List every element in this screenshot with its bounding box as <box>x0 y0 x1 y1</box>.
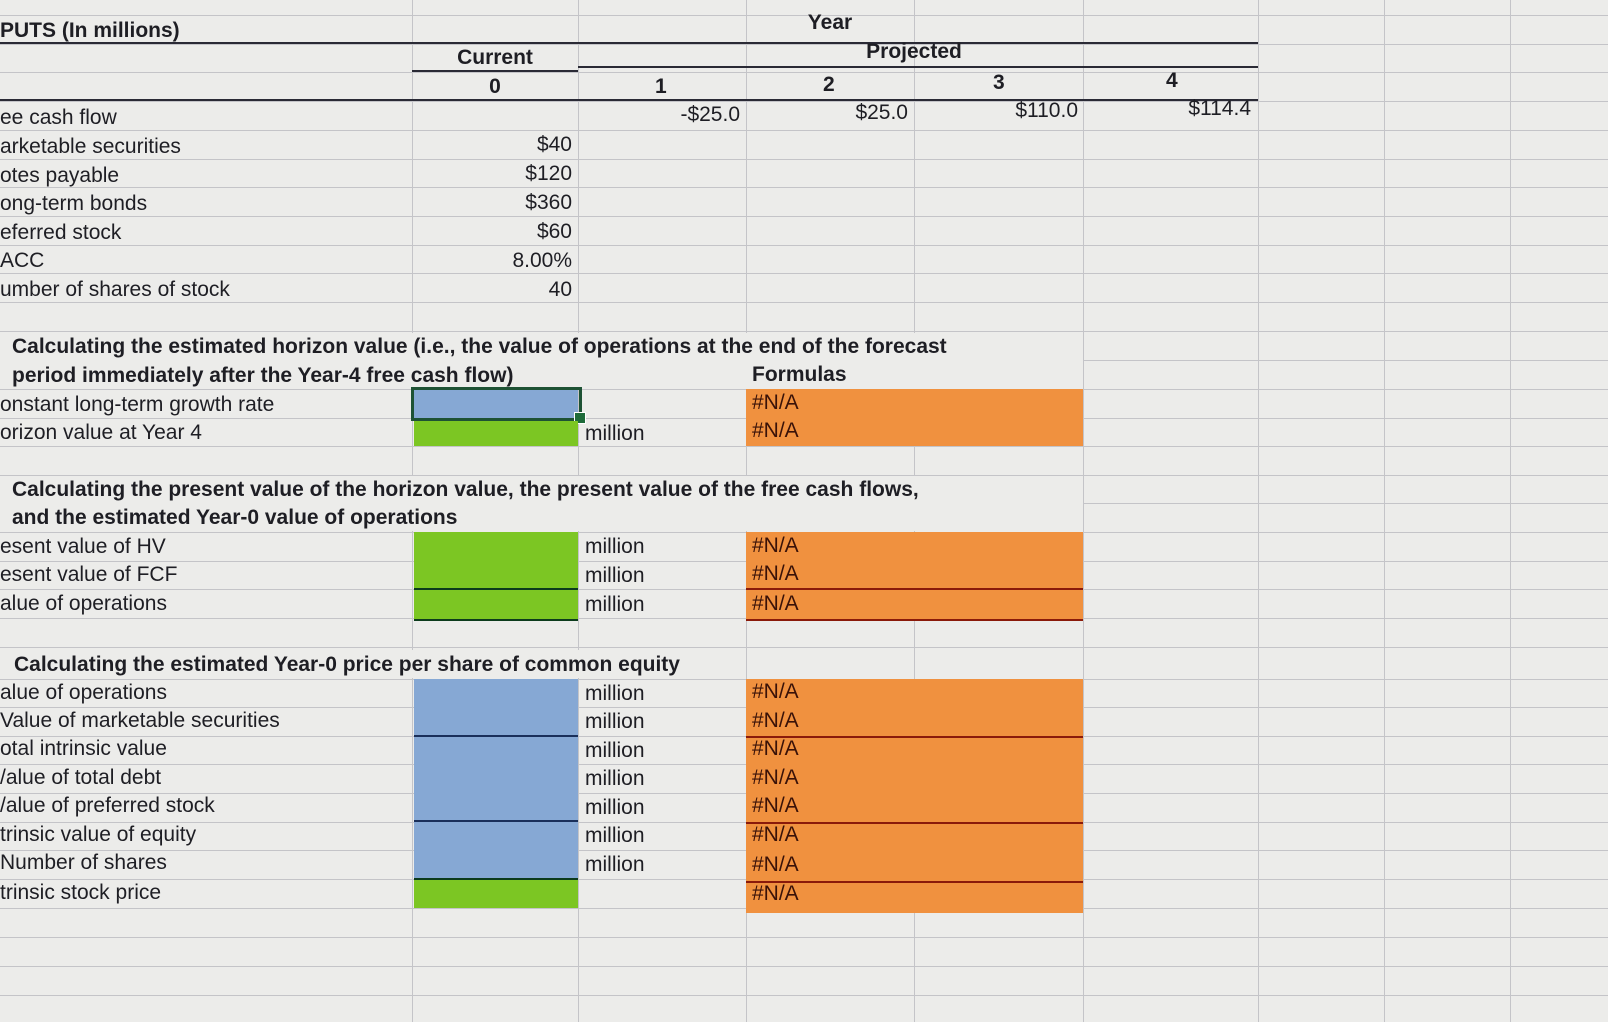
price-formula[interactable]: #N/A <box>752 823 799 846</box>
input-value[interactable]: $360 <box>525 191 572 214</box>
input-value[interactable]: $40 <box>536 133 572 156</box>
unit-label: million <box>585 853 645 876</box>
year-3: 3 <box>993 71 1005 94</box>
growth-rate-input[interactable] <box>414 390 578 418</box>
input-value[interactable]: $60 <box>536 220 572 243</box>
price-label: Number of shares <box>0 851 167 874</box>
unit-label: million <box>585 593 645 616</box>
price-label: alue of operations <box>0 681 167 704</box>
price-label: trinsic value of equity <box>0 823 197 846</box>
price-heading: Calculating the estimated Year-0 price p… <box>14 653 680 676</box>
formula-block-pv <box>746 532 1083 620</box>
current-border <box>412 70 578 72</box>
year-1: 1 <box>655 75 667 98</box>
unit-label: million <box>585 710 645 733</box>
selected-cell-outline <box>411 387 582 421</box>
horizon-heading: Calculating the estimated horizon value … <box>12 335 947 358</box>
unit-label: million <box>585 824 645 847</box>
price-label: /alue of total debt <box>0 766 162 789</box>
input-label: ong-term bonds <box>0 192 148 215</box>
year-4: 4 <box>1166 69 1178 92</box>
formula-block-price <box>746 679 1083 913</box>
price-formula[interactable]: #N/A <box>752 794 799 817</box>
pv-label: esent value of FCF <box>0 563 178 586</box>
fcf-year-1[interactable]: -$25.0 <box>680 103 740 126</box>
horizon-formula[interactable]: #N/A <box>752 419 799 442</box>
unit-label: million <box>585 535 645 558</box>
input-value[interactable]: 40 <box>548 278 572 301</box>
price-label: /alue of preferred stock <box>0 794 215 817</box>
price-formula[interactable]: #N/A <box>752 853 799 876</box>
horizon-formula[interactable]: #N/A <box>752 391 799 414</box>
price-input-block[interactable] <box>414 679 578 879</box>
projected-header: Projected <box>866 40 962 63</box>
year-header: Year <box>807 11 853 34</box>
price-label: otal intrinsic value <box>0 737 167 760</box>
horizon-label: onstant long-term growth rate <box>0 393 275 416</box>
formulas-header: Formulas <box>752 363 847 386</box>
year-2: 2 <box>823 73 835 96</box>
input-label: eferred stock <box>0 221 122 244</box>
unit-label: million <box>585 796 645 819</box>
header-border <box>0 42 1258 44</box>
price-label: trinsic stock price <box>0 881 162 904</box>
fcf-year-4[interactable]: $114.4 <box>1188 97 1251 120</box>
stock-price-output <box>414 879 578 908</box>
pv-heading: Calculating the present value of the hor… <box>12 478 919 501</box>
pv-formula[interactable]: #N/A <box>752 592 799 615</box>
price-formula[interactable]: #N/A <box>752 680 799 703</box>
pv-output-block <box>414 532 578 620</box>
unit-label: million <box>585 564 645 587</box>
input-label: arketable securities <box>0 135 181 158</box>
input-label: ACC <box>0 249 45 272</box>
fcf-year-3[interactable]: $110.0 <box>1015 99 1078 122</box>
price-formula[interactable]: #N/A <box>752 882 799 905</box>
input-label: otes payable <box>0 164 120 187</box>
price-formula[interactable]: #N/A <box>752 709 799 732</box>
pv-label: alue of operations <box>0 592 167 615</box>
horizon-label: orizon value at Year 4 <box>0 421 202 444</box>
pv-label: esent value of HV <box>0 535 166 558</box>
pv-formula[interactable]: #N/A <box>752 534 799 557</box>
horizon-value-output <box>414 421 578 446</box>
projected-border <box>578 66 1258 68</box>
unit-label: million <box>585 422 645 445</box>
input-label: umber of shares of stock <box>0 278 230 301</box>
formula-block-horizon <box>746 389 1083 446</box>
unit-label: million <box>585 739 645 762</box>
unit-label: million <box>585 682 645 705</box>
horizon-heading-2: period immediately after the Year-4 free… <box>12 364 514 387</box>
pv-formula[interactable]: #N/A <box>752 562 799 585</box>
fcf-year-2[interactable]: $25.0 <box>855 101 908 124</box>
current-header: Current <box>457 46 533 69</box>
pv-heading-2: and the estimated Year-0 value of operat… <box>12 506 458 529</box>
inputs-title: PUTS (In millions) <box>0 19 180 42</box>
price-formula[interactable]: #N/A <box>752 737 799 760</box>
price-label: Value of marketable securities <box>0 709 280 732</box>
input-value[interactable]: $120 <box>525 162 572 185</box>
years-border <box>0 99 1258 101</box>
fcf-label: ee cash flow <box>0 106 117 129</box>
price-formula[interactable]: #N/A <box>752 766 799 789</box>
unit-label: million <box>585 767 645 790</box>
input-value[interactable]: 8.00% <box>512 249 572 272</box>
year-0: 0 <box>489 75 501 98</box>
